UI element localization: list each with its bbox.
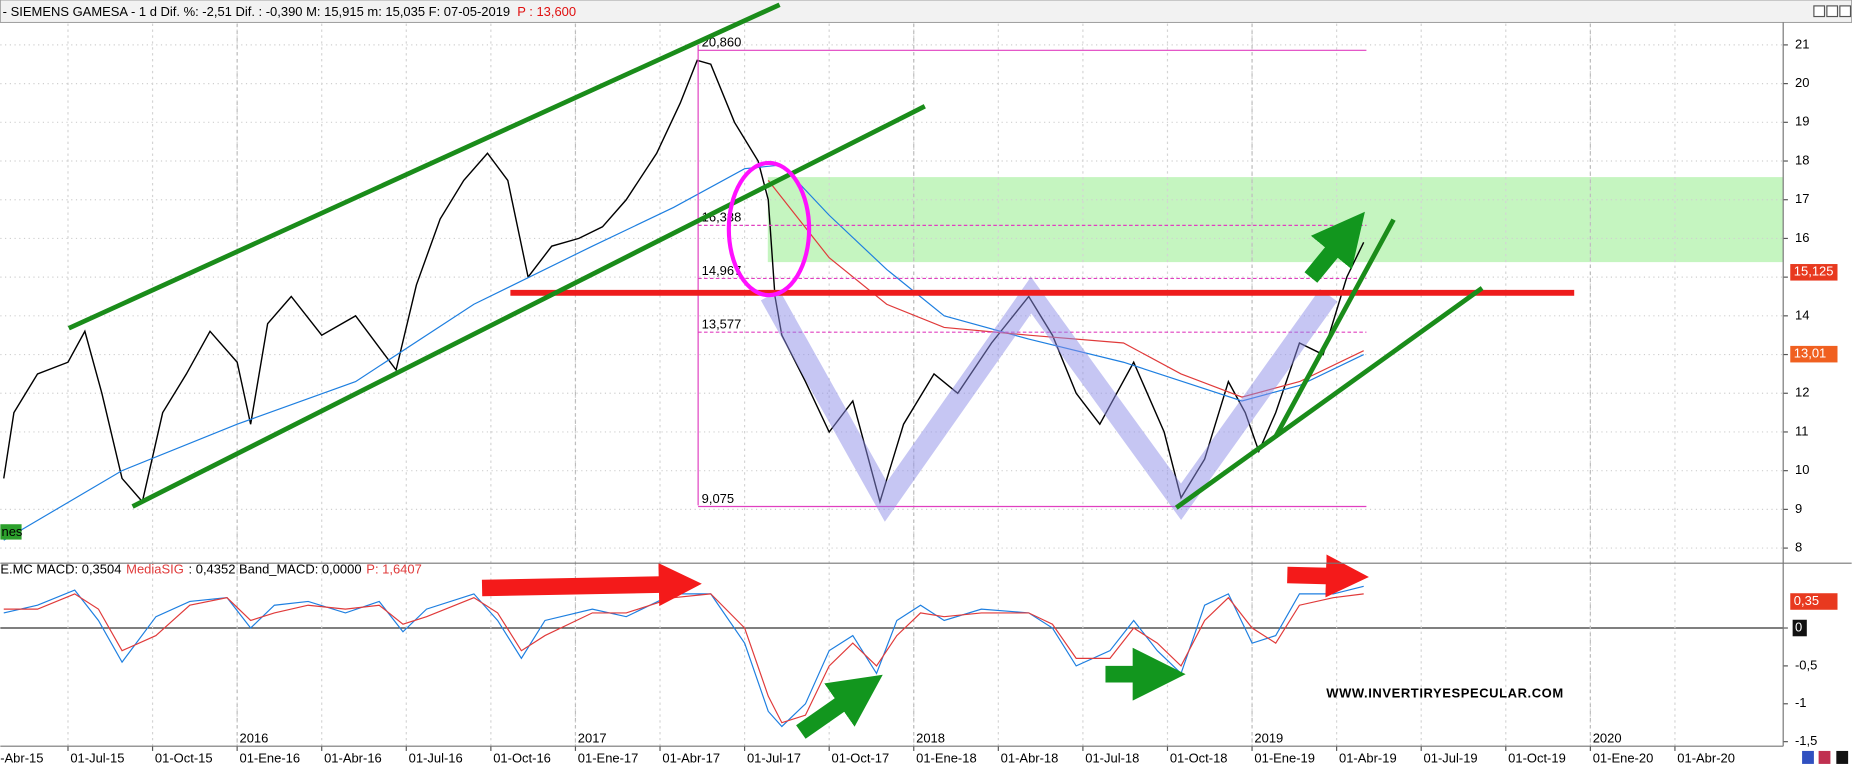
minimize-button[interactable] (1813, 5, 1826, 18)
year-label: 2017 (578, 731, 607, 746)
x-tick-label: 01-Oct-15 (155, 751, 213, 766)
value-tag: 15,125 (1794, 264, 1834, 279)
x-tick-label: 01-Jul-17 (747, 751, 801, 766)
level-label: 13,577 (702, 317, 742, 332)
x-tick-label: 01-Abr-16 (324, 751, 382, 766)
side-tag: nes (2, 524, 23, 539)
zero-tag (1792, 619, 1807, 637)
year-label: 2018 (916, 731, 945, 746)
y-tick-label: 18 (1795, 152, 1809, 167)
trend-line (1174, 286, 1484, 510)
x-tick-label: 01-Oct-16 (493, 751, 551, 766)
arrow (481, 563, 702, 607)
y-tick-label: 0 (1795, 619, 1802, 634)
window-buttons[interactable] (1813, 5, 1852, 18)
macd-header-part: MediaSIG (126, 562, 184, 577)
highlight-ellipse (726, 160, 812, 298)
year-label: 2020 (1593, 731, 1622, 746)
header-text: - SIEMENS GAMESA - 1 d Dif. %: -2,51 Dif… (3, 4, 510, 19)
year-label: 2019 (1254, 731, 1283, 746)
x-tick-label: 01-Oct-19 (1508, 751, 1566, 766)
x-tick-label: 01-Ene-16 (240, 751, 301, 766)
y-tick-label: 19 (1795, 114, 1809, 129)
year-label: 2016 (240, 731, 269, 746)
header: - SIEMENS GAMESA - 1 d Dif. %: -2,51 Dif… (3, 4, 576, 19)
x-tick-label: 01-Abr-19 (1339, 751, 1397, 766)
value-tag-box (1790, 345, 1838, 363)
level-label: 14,967 (702, 263, 742, 278)
x-tick-label: 01-Ene-20 (1593, 751, 1654, 766)
grid: 891011121314151617181920210-0,5-1-1,501-… (0, 23, 1817, 766)
menu-icon[interactable] (1836, 750, 1849, 764)
y-tick-label: 8 (1795, 540, 1802, 555)
y-tick-label: 14 (1795, 307, 1809, 322)
x-tick-label: 01-Abr-18 (1001, 751, 1059, 766)
x-tick-label: 01-Oct-18 (1170, 751, 1228, 766)
x-tick-label: 01-Jul-19 (1424, 751, 1478, 766)
x-tick-label: 01-Abr-17 (662, 751, 720, 766)
y-tick-label: -0,5 (1795, 657, 1817, 672)
y-tick-label: 11 (1795, 423, 1808, 438)
save-icon[interactable] (1802, 750, 1814, 764)
y-tick-label: 20 (1795, 75, 1809, 90)
side-tag-box (0, 524, 22, 540)
arrow (1304, 211, 1365, 283)
close-button[interactable] (1839, 5, 1852, 18)
y-tick-label: 12 (1795, 385, 1809, 400)
arrow (796, 674, 883, 739)
level-label: 9,075 (702, 491, 734, 506)
x-tick-label: 01-Oct-17 (832, 751, 890, 766)
y-tick-label: 17 (1795, 191, 1809, 206)
watermark: WWW.INVERTIRYESPECULAR.COM (1326, 686, 1564, 701)
annotations (67, 2, 1575, 739)
y-tick-label: 21 (1795, 36, 1809, 51)
toolbar[interactable] (1802, 750, 1849, 764)
x-tick-label: 01-Jul-18 (1085, 751, 1139, 766)
trend-line (67, 2, 781, 331)
value-tag-box (1790, 593, 1838, 610)
trend-line (1273, 218, 1396, 438)
macd-header: E.MC MACD: 0,3504 MediaSIG : 0,4352 Band_M… (0, 562, 422, 577)
header-price: P : 13,600 (517, 4, 576, 19)
arrow (1287, 554, 1369, 598)
y-tick-label: -1,5 (1795, 733, 1817, 748)
macd-header-part: : 0,4352 Band_MACD: 0,0000 (189, 562, 362, 577)
x-tick-label: 01-Jul-15 (70, 751, 124, 766)
x-tick-label: 01-Ene-19 (1254, 751, 1315, 766)
value-tag-box (1790, 264, 1838, 281)
y-tick-label: 10 (1795, 462, 1809, 477)
value-tag: 13,01 (1794, 346, 1826, 361)
y-tick-label: 9 (1795, 501, 1802, 516)
target-zone (767, 177, 1784, 263)
series-line (3, 59, 1365, 505)
y-tick-label: 16 (1795, 230, 1809, 245)
macd-header-part: E.MC MACD: 0,3504 (0, 562, 121, 577)
print-icon[interactable] (1818, 750, 1831, 764)
maximize-button[interactable] (1826, 5, 1839, 18)
y-tick-label: -1 (1795, 695, 1807, 710)
series-line (3, 593, 1364, 724)
value-tag: 0,35 (1794, 593, 1819, 608)
level-label: 20,860 (702, 35, 742, 50)
x-tick-label: 01-Abr-15 (0, 751, 43, 766)
x-tick-label: 01-Abr-20 (1677, 751, 1735, 766)
x-tick-label: 01-Ene-17 (578, 751, 639, 766)
x-tick-label: 01-Jul-16 (409, 751, 463, 766)
x-tick-label: 01-Ene-18 (916, 751, 977, 766)
macd-header-part: P: 1,6407 (366, 562, 422, 577)
